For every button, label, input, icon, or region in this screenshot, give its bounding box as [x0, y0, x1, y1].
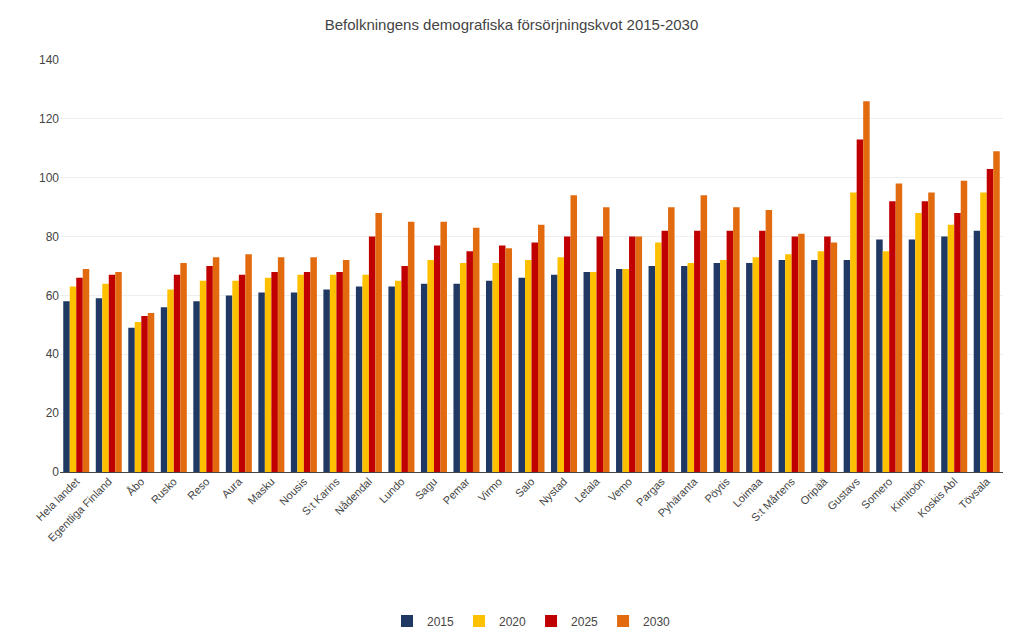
svg-text:Hela landet: Hela landet	[34, 475, 82, 523]
svg-text:20: 20	[46, 406, 60, 420]
svg-text:80: 80	[46, 230, 60, 244]
svg-text:Rusko: Rusko	[149, 475, 180, 506]
svg-text:40: 40	[46, 347, 60, 361]
svg-text:Pyhäranta: Pyhäranta	[655, 475, 700, 520]
svg-text:Pöytis: Pöytis	[702, 475, 732, 505]
svg-text:60: 60	[46, 289, 60, 303]
svg-text:Kimitoön: Kimitoön	[888, 475, 927, 514]
svg-text:Gustavs: Gustavs	[825, 475, 862, 512]
svg-text:Sagu: Sagu	[413, 475, 440, 502]
svg-text:Åbo: Åbo	[124, 475, 146, 497]
svg-text:S:t Karins: S:t Karins	[299, 475, 342, 518]
svg-text:Aura: Aura	[219, 475, 245, 501]
svg-text:2025: 2025	[571, 615, 598, 629]
svg-text:Letala: Letala	[572, 475, 602, 505]
svg-text:S:t Mårtens: S:t Mårtens	[749, 475, 798, 524]
svg-text:Masku: Masku	[245, 475, 276, 506]
svg-text:Nådendal: Nådendal	[332, 475, 374, 517]
svg-text:Virmo: Virmo	[476, 475, 505, 504]
svg-text:Vemo: Vemo	[606, 475, 634, 503]
svg-text:Koskis Abl: Koskis Abl	[915, 475, 959, 519]
svg-text:2015: 2015	[427, 615, 454, 629]
svg-text:Nousis: Nousis	[277, 475, 310, 508]
svg-text:Tövsala: Tövsala	[956, 475, 992, 511]
svg-text:Egentliga Finland: Egentliga Finland	[45, 475, 114, 544]
svg-text:0: 0	[52, 465, 59, 479]
svg-text:Reso: Reso	[185, 475, 212, 502]
svg-text:Pargas: Pargas	[634, 475, 667, 508]
svg-text:Loimaa: Loimaa	[730, 475, 765, 510]
svg-text:Befolkningens demografiska för: Befolkningens demografiska försörjningsk…	[325, 16, 699, 33]
svg-text:Pemar: Pemar	[440, 475, 472, 507]
svg-text:120: 120	[39, 112, 59, 126]
svg-text:Lundo: Lundo	[377, 475, 407, 505]
svg-text:Nystad: Nystad	[537, 475, 570, 508]
svg-text:140: 140	[39, 53, 59, 67]
svg-text:2020: 2020	[499, 615, 526, 629]
svg-text:Oripää: Oripää	[798, 475, 830, 507]
svg-text:Somero: Somero	[859, 475, 895, 511]
svg-text:100: 100	[39, 171, 59, 185]
svg-text:Salo: Salo	[513, 475, 537, 499]
svg-text:2030: 2030	[643, 615, 670, 629]
